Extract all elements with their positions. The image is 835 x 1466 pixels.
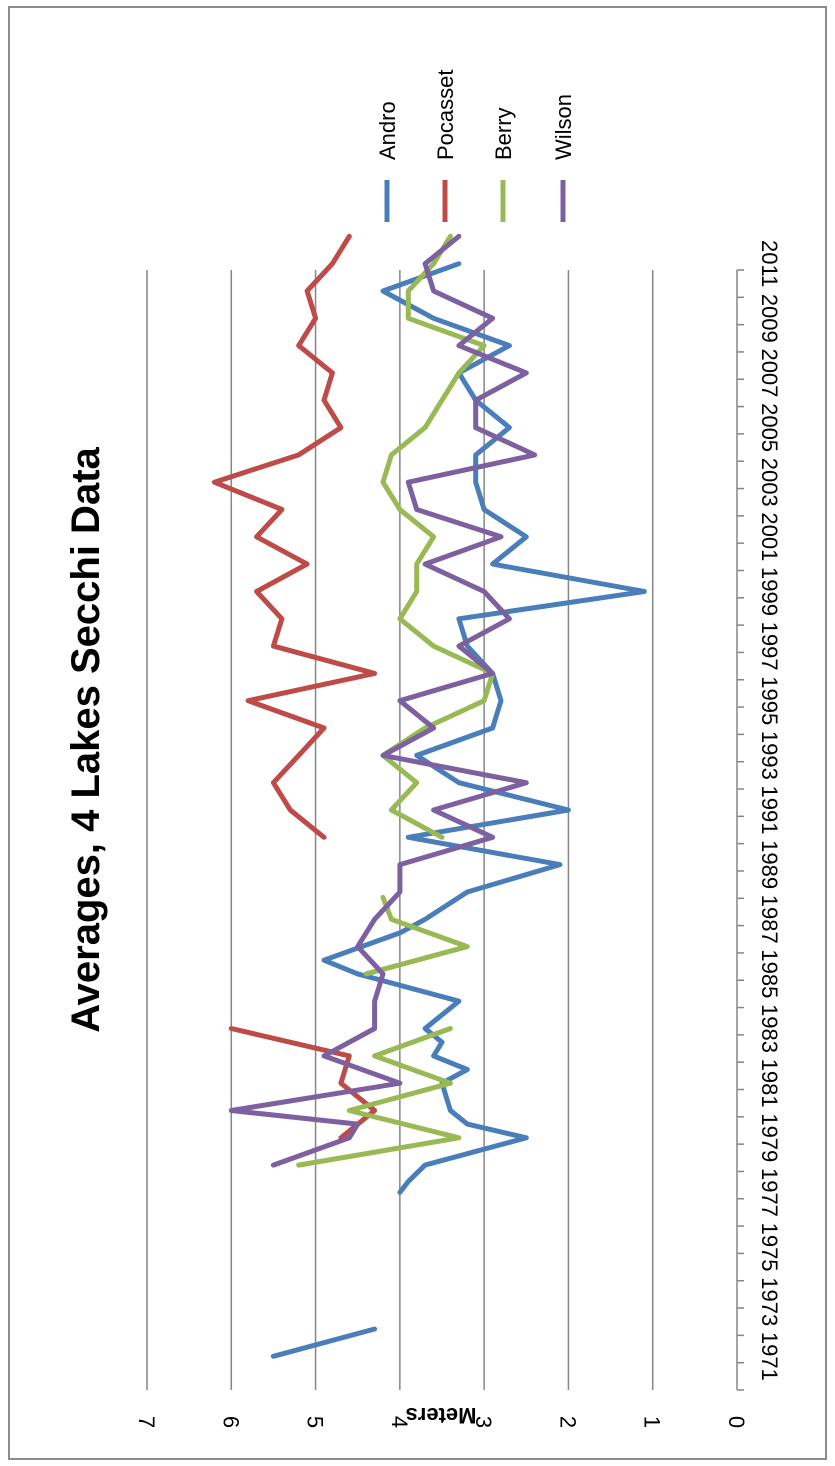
legend-label-pocasset: Pocasset (433, 70, 458, 161)
x-tick-label: 1999 (757, 567, 782, 616)
x-tick-label: 1975 (757, 1223, 782, 1272)
x-tick-label: 1989 (757, 840, 782, 889)
x-tick-label: 1995 (757, 676, 782, 725)
y-tick-label: 6 (218, 1416, 243, 1428)
y-tick-label: 0 (724, 1416, 749, 1428)
x-tick-label: 2009 (757, 294, 782, 343)
series-line-berry (296, 233, 496, 1168)
x-tick-label: 1985 (757, 949, 782, 998)
x-tick-label: 1977 (757, 1168, 782, 1217)
y-axis-ticks: 0 1 2 3 4 5 6 7 (134, 1416, 749, 1428)
x-axis (736, 269, 744, 1391)
x-axis-ticks: 1971 1973 1975 1977 1979 1981 1983 1985 1987 1989… (757, 240, 782, 1381)
y-tick-label: 3 (471, 1416, 496, 1428)
x-tick-label: 1987 (757, 895, 782, 944)
x-tick-label: 2007 (757, 348, 782, 397)
x-tick-label: 2001 (757, 512, 782, 561)
x-tick-label: 1991 (757, 786, 782, 835)
y-tick-label: 4 (387, 1416, 412, 1428)
y-tick-label: 5 (303, 1416, 328, 1428)
x-tick-label: 2011 (757, 240, 782, 287)
x-tick-label: 1981 (757, 1059, 782, 1108)
chart-title: Averages, 4 Lakes Secchi Data (64, 446, 108, 1032)
series-line-pocasset (211, 233, 378, 1141)
x-tick-label: 1993 (757, 731, 782, 780)
x-tick-label: 1971 (757, 1332, 782, 1381)
series-line-wilson (228, 233, 538, 1168)
series-line-andro (270, 261, 647, 1359)
x-tick-label: 1979 (757, 1113, 782, 1162)
series-lines (211, 233, 647, 1359)
x-tick-label: 1983 (757, 1004, 782, 1053)
y-tick-label: 1 (640, 1416, 665, 1428)
y-tick-label: 2 (555, 1416, 580, 1428)
gridlines (146, 270, 654, 1390)
x-tick-label: 1973 (757, 1277, 782, 1326)
x-tick-label: 2003 (757, 458, 782, 507)
legend-label-wilson: Wilson (551, 94, 576, 160)
x-tick-label: 2005 (757, 403, 782, 452)
legend-label-berry: Berry (491, 107, 516, 160)
x-tick-label: 1997 (757, 622, 782, 671)
y-axis-label: Meters (406, 1403, 477, 1428)
legend-label-andro: Andro (375, 101, 400, 160)
y-tick-label: 7 (134, 1416, 159, 1428)
legend: Andro Pocasset Berry Wilson (375, 70, 576, 222)
